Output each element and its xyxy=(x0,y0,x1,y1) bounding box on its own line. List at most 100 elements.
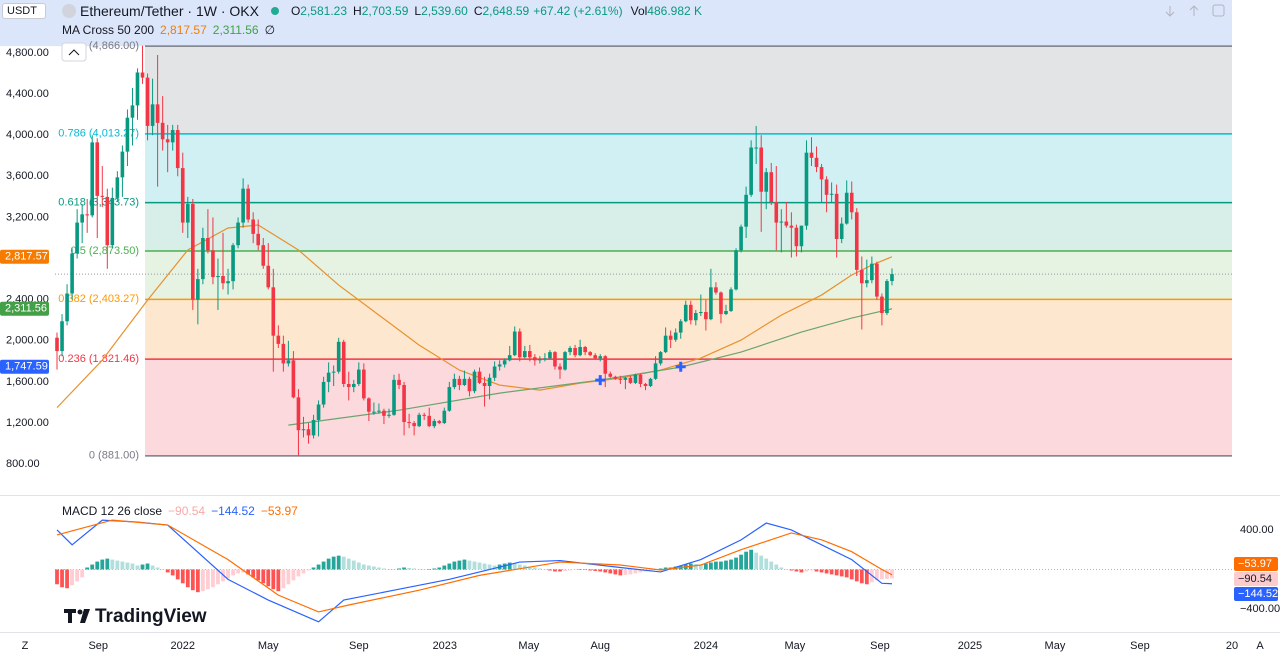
macd-histogram-bar xyxy=(236,569,240,574)
ohlc-value: 2,539.60 xyxy=(421,4,468,18)
macd-histogram-bar xyxy=(256,569,261,581)
candle-body xyxy=(809,152,814,158)
candle-body xyxy=(638,374,643,384)
fib-band xyxy=(145,299,1232,360)
fib-band xyxy=(145,133,1232,203)
candle-body xyxy=(331,371,336,373)
macd-histogram-bar xyxy=(211,569,215,588)
macd-histogram-bar xyxy=(467,560,472,570)
candle-body xyxy=(724,310,728,315)
candle-body xyxy=(442,410,447,424)
candle-body xyxy=(548,352,552,359)
macd-histogram-bar xyxy=(231,569,235,576)
fib-band xyxy=(145,46,1232,134)
candle-body xyxy=(231,245,235,282)
ma-value: 2,311.56 xyxy=(212,23,259,37)
candle-body xyxy=(120,151,125,178)
macd-title[interactable]: MACD 12 26 close xyxy=(62,504,163,518)
candle-body xyxy=(201,237,205,280)
candle-body xyxy=(356,369,361,384)
candle-body xyxy=(819,167,824,180)
candle-body xyxy=(598,356,603,359)
candle-body xyxy=(241,188,245,223)
candle-body xyxy=(150,104,155,126)
macd-badge xyxy=(1234,586,1278,601)
macd-histogram-bar xyxy=(598,569,603,572)
up-icon[interactable] xyxy=(1189,5,1199,16)
macd-histogram-bar xyxy=(784,569,789,570)
candle-body xyxy=(85,214,90,216)
macd-histogram-bar xyxy=(794,569,799,572)
macd-histogram-bar xyxy=(120,561,125,570)
x-tick-label: May xyxy=(785,640,806,652)
indicator-extra: ∅ xyxy=(264,23,276,37)
macd-histogram-bar xyxy=(512,563,517,570)
macd-value: −144.52 xyxy=(211,504,255,518)
candle-body xyxy=(387,414,391,416)
macd-legend: MACD 12 26 close −90.54 −144.52 −53.97 xyxy=(62,504,298,518)
candle-body xyxy=(105,196,110,246)
macd-histogram-bar xyxy=(155,567,160,570)
ohlc-item: C2,648.59 xyxy=(474,4,529,18)
candle-body xyxy=(336,341,341,372)
candle-body xyxy=(180,168,185,223)
signal-value: −53.97 xyxy=(260,504,298,518)
macd-histogram-bar xyxy=(175,569,180,580)
price-badge-label: 2,311.56 xyxy=(5,303,47,315)
candle-body xyxy=(160,122,165,140)
macd-histogram-bar xyxy=(447,563,452,570)
macd-histogram-bar xyxy=(864,569,869,585)
macd-histogram-bar xyxy=(422,569,427,570)
top-icons xyxy=(1165,4,1225,17)
macd-histogram-bar xyxy=(749,549,754,570)
macd-histogram-bar xyxy=(145,563,150,570)
macd-histogram-bar xyxy=(266,569,271,587)
macd-histogram-bar xyxy=(573,569,577,570)
candle-body xyxy=(110,197,115,246)
macd-histogram-bar xyxy=(457,560,462,570)
macd-histogram-bar xyxy=(558,569,562,572)
macd-histogram-bar xyxy=(437,567,442,570)
fullscreen-icon[interactable] xyxy=(1212,4,1225,17)
candle-body xyxy=(865,280,869,284)
macd-histogram-bar xyxy=(427,568,432,570)
x-tick-label: Sep xyxy=(1130,640,1150,652)
candle-body xyxy=(206,237,210,251)
macd-histogram-bar xyxy=(583,569,588,570)
macd-histogram-bar xyxy=(819,569,824,573)
price-badge xyxy=(0,249,49,264)
fib-label: (4,866.00) xyxy=(89,40,139,52)
zoom-icon[interactable]: Z xyxy=(22,640,29,652)
candle-body xyxy=(633,374,638,383)
y-tick-label: 1,600.00 xyxy=(6,376,49,388)
fib-label: 0 (881.00) xyxy=(89,450,139,462)
candle-body xyxy=(799,225,804,247)
candle-body xyxy=(316,404,321,420)
candle-body xyxy=(563,352,567,370)
macd-histogram-bar xyxy=(527,566,532,570)
symbol-title[interactable]: Ethereum/Tether · 1W · OKX xyxy=(80,3,259,19)
down-icon[interactable] xyxy=(1165,6,1175,17)
candle-body xyxy=(628,377,633,383)
candle-body xyxy=(774,202,779,223)
macd-histogram-bar xyxy=(839,569,844,577)
candle-body xyxy=(492,366,497,378)
macd-histogram-bar xyxy=(779,567,784,570)
candle-body xyxy=(367,398,371,412)
candle-body xyxy=(794,227,799,247)
candle-body xyxy=(226,281,230,284)
y-tick-label: 2,000.00 xyxy=(6,335,49,347)
candle-body xyxy=(341,341,346,384)
collapse-button[interactable] xyxy=(61,42,87,62)
fib-label: 0.5 (2,873.50) xyxy=(71,245,140,257)
candle-body xyxy=(362,369,366,399)
indicator-name[interactable]: MA Cross 50 200 xyxy=(62,23,155,37)
candle-body xyxy=(165,139,170,143)
candle-body xyxy=(729,289,733,311)
macd-histogram-bar xyxy=(754,552,759,570)
candle-body xyxy=(135,72,140,106)
symbol-box[interactable]: USDT xyxy=(2,3,46,19)
macd-histogram-bar xyxy=(613,569,618,575)
fib-band xyxy=(145,359,1232,456)
auto-icon[interactable]: A xyxy=(1256,640,1264,652)
